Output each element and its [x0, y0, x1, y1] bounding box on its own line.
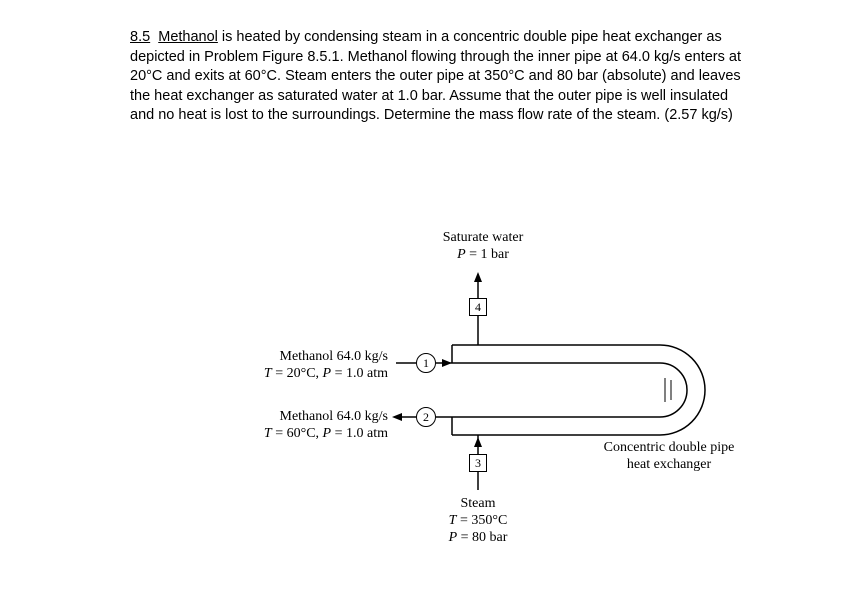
methanol-out-1: Methanol 64.0 kg/s — [248, 409, 388, 426]
port-1-label: 1 — [423, 356, 429, 371]
port-2-circle: 2 — [416, 407, 436, 427]
hx-2: heat exchanger — [590, 457, 748, 474]
heat-exchanger-diagram — [0, 0, 860, 596]
steam-label: Steam T = 350°C P = 80 bar — [438, 496, 518, 546]
methanol-out-2: T = 60°C, P = 1.0 atm — [248, 426, 388, 443]
port-3-label: 3 — [475, 456, 481, 471]
steam-2: T = 350°C — [438, 513, 518, 530]
saturate-line2: P = 1 bar — [428, 247, 538, 264]
steam-3: P = 80 bar — [438, 530, 518, 547]
hx-label: Concentric double pipe heat exchanger — [590, 440, 748, 474]
methanol-in-2: T = 20°C, P = 1.0 atm — [248, 366, 388, 383]
hx-1: Concentric double pipe — [590, 440, 748, 457]
port-4-label: 4 — [475, 300, 481, 315]
port-3-box: 3 — [469, 454, 487, 472]
methanol-in-label: Methanol 64.0 kg/s T = 20°C, P = 1.0 atm — [248, 349, 388, 383]
saturate-water-label: Saturate water P = 1 bar — [428, 230, 538, 264]
port-4-box: 4 — [469, 298, 487, 316]
methanol-in-1: Methanol 64.0 kg/s — [248, 349, 388, 366]
saturate-line1: Saturate water — [428, 230, 538, 247]
methanol-out-label: Methanol 64.0 kg/s T = 60°C, P = 1.0 atm — [248, 409, 388, 443]
port-1-circle: 1 — [416, 353, 436, 373]
port-2-label: 2 — [423, 410, 429, 425]
steam-1: Steam — [438, 496, 518, 513]
